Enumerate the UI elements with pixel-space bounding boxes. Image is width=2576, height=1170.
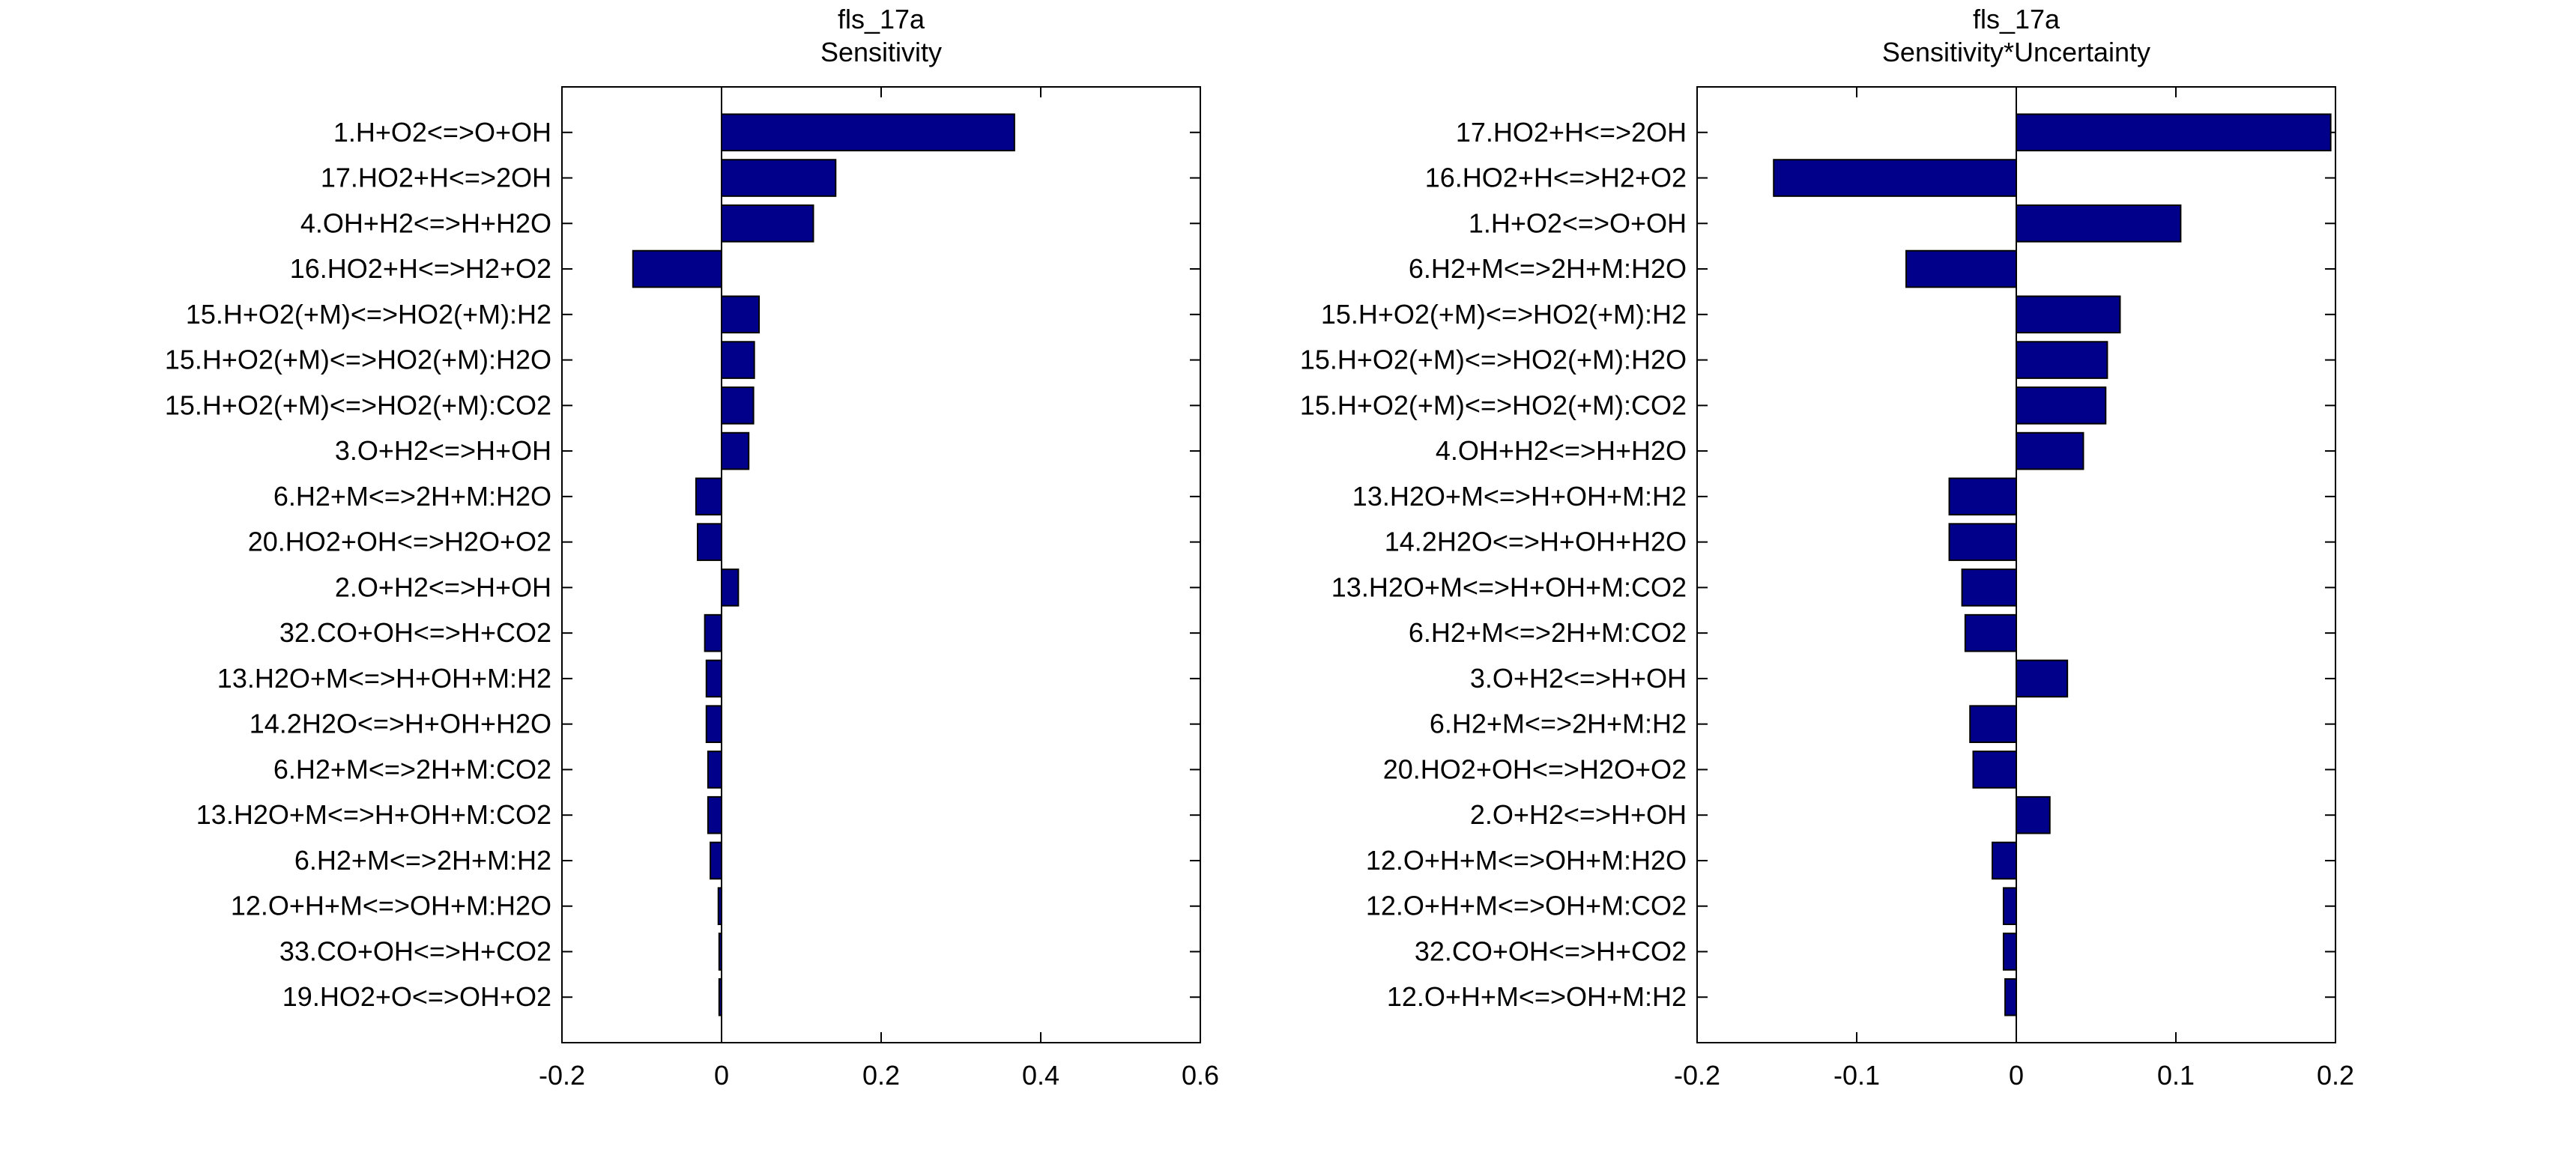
category-label: 6.H2+M<=>2H+M:CO2 bbox=[1409, 617, 1687, 648]
x-tick-label: 0.4 bbox=[1022, 1060, 1059, 1091]
bar bbox=[705, 659, 723, 698]
category-label: 3.O+H2<=>H+OH bbox=[1470, 663, 1687, 694]
x-tick-label: 0.2 bbox=[2317, 1060, 2354, 1091]
bar bbox=[721, 431, 750, 470]
bar bbox=[707, 795, 723, 834]
category-label: 33.CO+OH<=>H+CO2 bbox=[279, 936, 551, 966]
bar bbox=[710, 841, 723, 880]
category-label: 17.HO2+H<=>2OH bbox=[1456, 117, 1687, 148]
bar bbox=[1992, 841, 2018, 880]
category-label: 32.CO+OH<=>H+CO2 bbox=[1415, 936, 1687, 966]
category-label: 4.OH+H2<=>H+H2O bbox=[300, 207, 551, 238]
bar bbox=[1773, 159, 2017, 197]
category-label: 6.H2+M<=>2H+M:H2O bbox=[273, 481, 551, 512]
category-label: 3.O+H2<=>H+OH bbox=[335, 435, 551, 466]
bar bbox=[2016, 659, 2069, 698]
x-tick-label: -0.2 bbox=[1674, 1060, 1720, 1091]
bar bbox=[2016, 295, 2121, 334]
bar bbox=[1972, 751, 2017, 789]
x-tick-label: 0.1 bbox=[2157, 1060, 2195, 1091]
x-tick-label: 0 bbox=[714, 1060, 729, 1091]
category-label: 4.OH+H2<=>H+H2O bbox=[1436, 435, 1687, 466]
bar bbox=[1948, 523, 2018, 561]
category-label: 20.HO2+OH<=>H2O+O2 bbox=[248, 527, 551, 557]
category-label: 6.H2+M<=>2H+M:H2O bbox=[1409, 253, 1687, 284]
bar bbox=[721, 387, 755, 425]
category-label: 14.2H2O<=>H+OH+H2O bbox=[1385, 527, 1687, 557]
bar bbox=[707, 751, 723, 789]
bar bbox=[2016, 113, 2332, 152]
bar bbox=[721, 341, 755, 379]
category-label: 15.H+O2(+M)<=>HO2(+M):H2 bbox=[186, 299, 551, 330]
bar bbox=[721, 159, 837, 197]
category-label: 1.H+O2<=>O+OH bbox=[333, 117, 551, 148]
bar bbox=[695, 477, 722, 516]
bar bbox=[1964, 613, 2018, 652]
bar bbox=[2016, 387, 2107, 425]
category-label: 13.H2O+M<=>H+OH+M:CO2 bbox=[196, 799, 551, 830]
bar bbox=[2002, 933, 2017, 971]
category-label: 13.H2O+M<=>H+OH+M:H2 bbox=[217, 663, 551, 694]
bar bbox=[2016, 795, 2051, 834]
category-label: 12.O+H+M<=>OH+M:H2O bbox=[1366, 845, 1687, 876]
category-label: 15.H+O2(+M)<=>HO2(+M):H2 bbox=[1321, 299, 1687, 330]
category-label: 6.H2+M<=>2H+M:H2 bbox=[1430, 709, 1687, 739]
chart-title: fls_17a bbox=[838, 4, 925, 34]
chart-title: fls_17a bbox=[1973, 4, 2061, 34]
bar bbox=[1948, 477, 2018, 516]
bar bbox=[1905, 249, 2018, 288]
category-label: 6.H2+M<=>2H+M:CO2 bbox=[273, 754, 551, 784]
category-label: 2.O+H2<=>H+OH bbox=[335, 572, 551, 602]
bar bbox=[1969, 705, 2017, 743]
x-tick-label: 0.6 bbox=[1182, 1060, 1219, 1091]
x-tick-label: -0.2 bbox=[539, 1060, 585, 1091]
bar bbox=[2016, 204, 2182, 243]
bar bbox=[2004, 977, 2018, 1016]
bar bbox=[704, 613, 723, 652]
category-label: 12.O+H+M<=>OH+M:H2O bbox=[231, 891, 551, 921]
bar bbox=[721, 113, 1015, 152]
category-label: 32.CO+OH<=>H+CO2 bbox=[279, 617, 551, 648]
bar bbox=[2016, 431, 2084, 470]
category-label: 2.O+H2<=>H+OH bbox=[1470, 799, 1687, 830]
category-label: 15.H+O2(+M)<=>HO2(+M):CO2 bbox=[1300, 390, 1687, 420]
chart-subtitle: Sensitivity bbox=[820, 37, 942, 67]
bar bbox=[721, 295, 761, 334]
category-label: 13.H2O+M<=>H+OH+M:H2 bbox=[1352, 481, 1687, 512]
category-label: 12.O+H+M<=>OH+M:CO2 bbox=[1366, 891, 1687, 921]
category-label: 1.H+O2<=>O+OH bbox=[1469, 207, 1687, 238]
x-tick-label: 0 bbox=[2009, 1060, 2024, 1091]
category-label: 13.H2O+M<=>H+OH+M:CO2 bbox=[1331, 572, 1687, 602]
chart-subtitle: Sensitivity*Uncertainty bbox=[1882, 37, 2150, 67]
bar bbox=[697, 523, 722, 561]
bar bbox=[2002, 887, 2017, 926]
bar bbox=[2016, 341, 2108, 379]
x-tick-label: 0.2 bbox=[862, 1060, 900, 1091]
bar bbox=[705, 705, 723, 743]
bar bbox=[721, 569, 740, 607]
x-tick-label: -0.1 bbox=[1833, 1060, 1880, 1091]
bar bbox=[632, 249, 722, 288]
category-label: 15.H+O2(+M)<=>HO2(+M):H2O bbox=[1300, 345, 1687, 375]
category-label: 14.2H2O<=>H+OH+H2O bbox=[250, 709, 551, 739]
category-label: 19.HO2+O<=>OH+O2 bbox=[282, 981, 551, 1012]
bar bbox=[721, 204, 814, 243]
category-label: 16.HO2+H<=>H2+O2 bbox=[290, 253, 551, 284]
plot-area bbox=[561, 86, 1201, 1043]
category-label: 17.HO2+H<=>2OH bbox=[321, 163, 551, 193]
bar bbox=[1961, 569, 2018, 607]
category-label: 20.HO2+OH<=>H2O+O2 bbox=[1383, 754, 1687, 784]
category-label: 15.H+O2(+M)<=>HO2(+M):CO2 bbox=[165, 390, 551, 420]
category-label: 12.O+H+M<=>OH+M:H2 bbox=[1387, 981, 1687, 1012]
category-label: 15.H+O2(+M)<=>HO2(+M):H2O bbox=[165, 345, 551, 375]
category-label: 16.HO2+H<=>H2+O2 bbox=[1425, 163, 1687, 193]
category-label: 6.H2+M<=>2H+M:H2 bbox=[294, 845, 551, 876]
